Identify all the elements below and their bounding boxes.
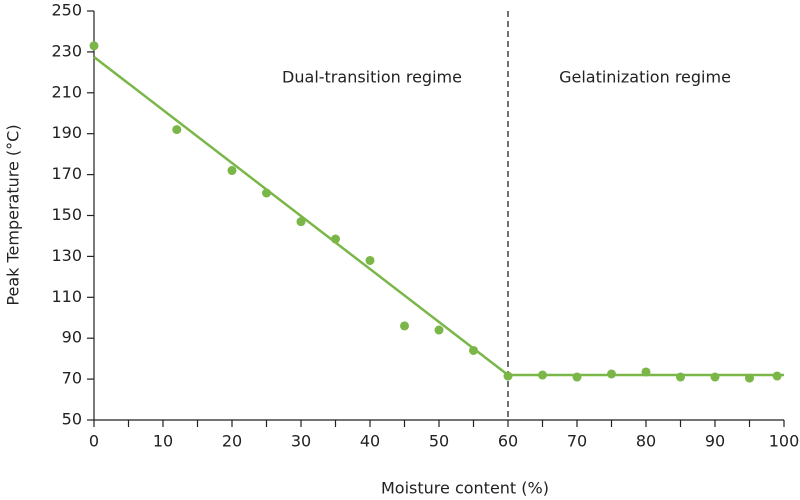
- point: [676, 372, 685, 382]
- point: [172, 125, 182, 135]
- point: [607, 369, 616, 379]
- x-tick-label: 100: [769, 432, 800, 451]
- point: [772, 371, 782, 381]
- x-tick-label: 80: [636, 432, 656, 451]
- x-axis-label: Moisture content (%): [381, 479, 549, 498]
- y-tick-label: 50: [62, 410, 82, 429]
- point: [262, 188, 271, 198]
- x-tick-label: 60: [498, 432, 518, 451]
- point: [641, 367, 651, 377]
- x-tick-label: 50: [429, 432, 449, 451]
- y-tick-label: 210: [51, 82, 82, 101]
- point: [469, 345, 478, 355]
- annotation: Gelatinization regime: [559, 68, 731, 87]
- x-tick-label: 20: [222, 432, 242, 451]
- point: [400, 321, 409, 331]
- y-tick-label: 90: [62, 328, 82, 347]
- y-tick-label: 170: [51, 164, 82, 183]
- y-tick-label: 150: [51, 205, 82, 224]
- x-tick-label: 0: [89, 432, 99, 451]
- annotation: Dual-transition regime: [282, 68, 462, 87]
- x-tick-label: 90: [705, 432, 725, 451]
- point: [434, 325, 444, 335]
- y-tick-label: 190: [51, 123, 82, 142]
- point: [365, 255, 375, 265]
- x-tick-label: 70: [567, 432, 587, 451]
- y-axis-label: Peak Temperature (°C): [4, 124, 23, 305]
- point: [227, 166, 237, 176]
- y-tick-label: 130: [51, 246, 82, 265]
- point: [572, 372, 582, 382]
- x-tick-label: 30: [291, 432, 311, 451]
- point: [538, 370, 547, 380]
- y-tick-label: 70: [62, 369, 82, 388]
- point: [503, 371, 513, 381]
- y-tick-label: 250: [51, 1, 82, 20]
- y-tick-label: 110: [51, 287, 82, 306]
- point: [89, 41, 99, 51]
- y-tick-label: 230: [51, 41, 82, 60]
- point: [710, 372, 720, 382]
- point: [296, 217, 306, 227]
- point: [331, 234, 340, 244]
- x-tick-label: 40: [360, 432, 380, 451]
- x-tick-label: 10: [153, 432, 173, 451]
- point: [745, 373, 754, 383]
